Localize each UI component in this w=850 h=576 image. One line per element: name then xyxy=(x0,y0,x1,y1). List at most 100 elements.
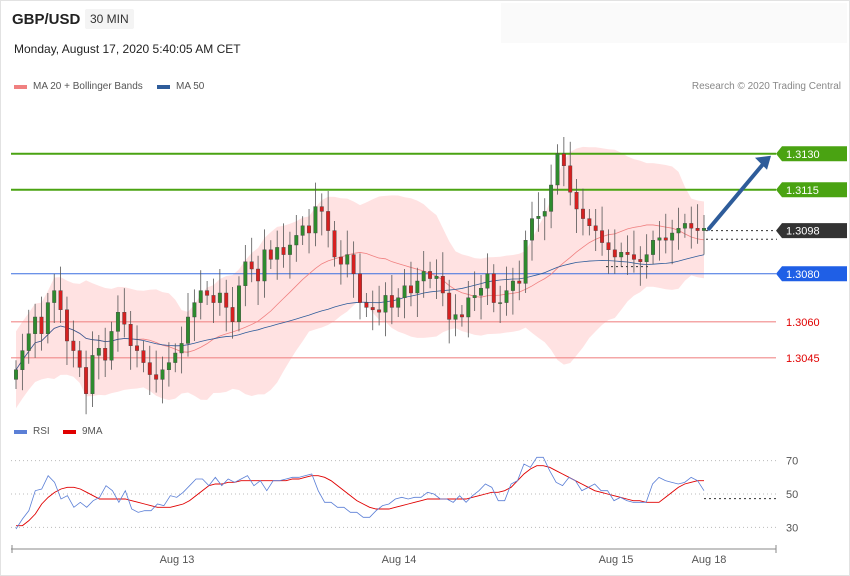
candle-body xyxy=(109,331,114,361)
candle-body xyxy=(332,230,337,258)
candle-body xyxy=(268,249,273,260)
candle-body xyxy=(631,254,636,260)
candle-body xyxy=(606,242,611,251)
legend-rsi: RSI xyxy=(14,426,50,437)
candle-body xyxy=(20,350,25,371)
timestamp: Monday, August 17, 2020 5:40:05 AM CET xyxy=(14,42,241,56)
candle-body xyxy=(504,290,509,303)
ma20-swatch xyxy=(14,84,27,89)
candle-body xyxy=(396,297,401,308)
candle-body xyxy=(230,307,235,322)
candle-body xyxy=(14,369,18,380)
rsi-tick-30: 30 xyxy=(786,522,798,534)
candle-body xyxy=(383,295,388,313)
candle-body xyxy=(530,218,534,241)
candle-body xyxy=(447,292,452,320)
level-label-1.3115: 1.3115 xyxy=(786,185,819,197)
candle-body xyxy=(294,235,299,246)
candle-body xyxy=(498,302,503,304)
ma9-line xyxy=(16,465,704,527)
candle-body xyxy=(166,362,171,371)
candle-body xyxy=(345,254,350,265)
ma20-label: MA 20 + Bollinger Bands xyxy=(33,81,143,92)
level-tag-1.3098 xyxy=(776,223,847,239)
candle-body xyxy=(593,225,598,231)
candle-body xyxy=(205,290,210,296)
level-tag-1.3115 xyxy=(776,182,847,198)
legend-ma50: MA 50 xyxy=(157,81,204,92)
candle-body xyxy=(587,218,592,227)
candle-body xyxy=(466,297,471,318)
candle-body xyxy=(644,254,649,263)
candle-body xyxy=(472,295,477,298)
candle-body xyxy=(77,350,82,368)
level-label-1.3060: 1.3060 xyxy=(786,317,820,329)
candle-body xyxy=(428,271,433,279)
candle-body xyxy=(122,312,127,325)
candle-body xyxy=(561,153,566,167)
candle-body xyxy=(600,230,605,243)
ma50-label: MA 50 xyxy=(176,81,205,92)
candle-body xyxy=(421,271,426,282)
candle-body xyxy=(682,223,687,229)
candle-body xyxy=(58,290,63,311)
candle-body xyxy=(103,348,108,361)
candle-body xyxy=(689,223,694,229)
copyright-text: Research © 2020 Trading Central xyxy=(691,81,841,92)
forecast-arrow-head xyxy=(755,155,771,170)
candle-body xyxy=(612,249,617,258)
level-label-1.3098: 1.3098 xyxy=(786,226,820,238)
level-label-1.3045: 1.3045 xyxy=(786,353,820,365)
candle-body xyxy=(453,314,458,320)
candle-body xyxy=(536,215,541,219)
candle-body xyxy=(351,254,356,275)
candle-body xyxy=(90,355,95,394)
candle-body xyxy=(135,345,139,351)
candle-body xyxy=(65,309,69,342)
legend-ma20: MA 20 + Bollinger Bands xyxy=(14,81,143,92)
rsi-swatch xyxy=(14,429,27,434)
candle-body xyxy=(33,316,38,334)
ma50-swatch xyxy=(157,84,170,89)
candle-body xyxy=(128,324,133,347)
candle-body xyxy=(211,295,216,303)
candle-body xyxy=(402,285,407,298)
candle-body xyxy=(154,374,159,380)
candle-body xyxy=(84,367,89,394)
forecast-arrow-shaft xyxy=(707,159,767,231)
level-tag-1.3130 xyxy=(776,146,847,162)
x-tick-label: Aug 14 xyxy=(382,554,417,566)
candle-body xyxy=(26,333,31,351)
candle-body xyxy=(510,280,515,291)
candle-body xyxy=(542,211,547,217)
candle-body xyxy=(249,261,254,270)
candle-body xyxy=(96,348,101,356)
candle-body xyxy=(71,340,76,351)
candle-body xyxy=(676,227,681,234)
level-label-1.3130: 1.3130 xyxy=(786,149,820,161)
candle-body xyxy=(434,276,439,279)
candle-body xyxy=(670,232,675,241)
x-tick-label: Aug 13 xyxy=(160,554,195,566)
candle-body xyxy=(695,227,700,231)
candle-body xyxy=(415,280,420,294)
candle-body xyxy=(224,292,229,308)
candle-body xyxy=(568,165,573,193)
level-tag-1.3080 xyxy=(776,266,847,282)
watermark-area xyxy=(501,3,847,43)
candle-body xyxy=(275,247,280,260)
candle-body xyxy=(115,312,120,332)
candle-body xyxy=(237,285,241,322)
candle-body xyxy=(45,302,50,335)
candle-body xyxy=(287,244,292,255)
candle-body xyxy=(619,251,624,258)
candle-body xyxy=(657,237,662,241)
candle-body xyxy=(179,343,184,354)
candle-body xyxy=(39,316,44,334)
timeframe-badge[interactable]: 30 MIN xyxy=(85,9,134,29)
candle-body xyxy=(358,273,362,303)
candle-body xyxy=(523,239,528,284)
candle-body xyxy=(638,259,643,262)
candle-body xyxy=(517,280,522,284)
